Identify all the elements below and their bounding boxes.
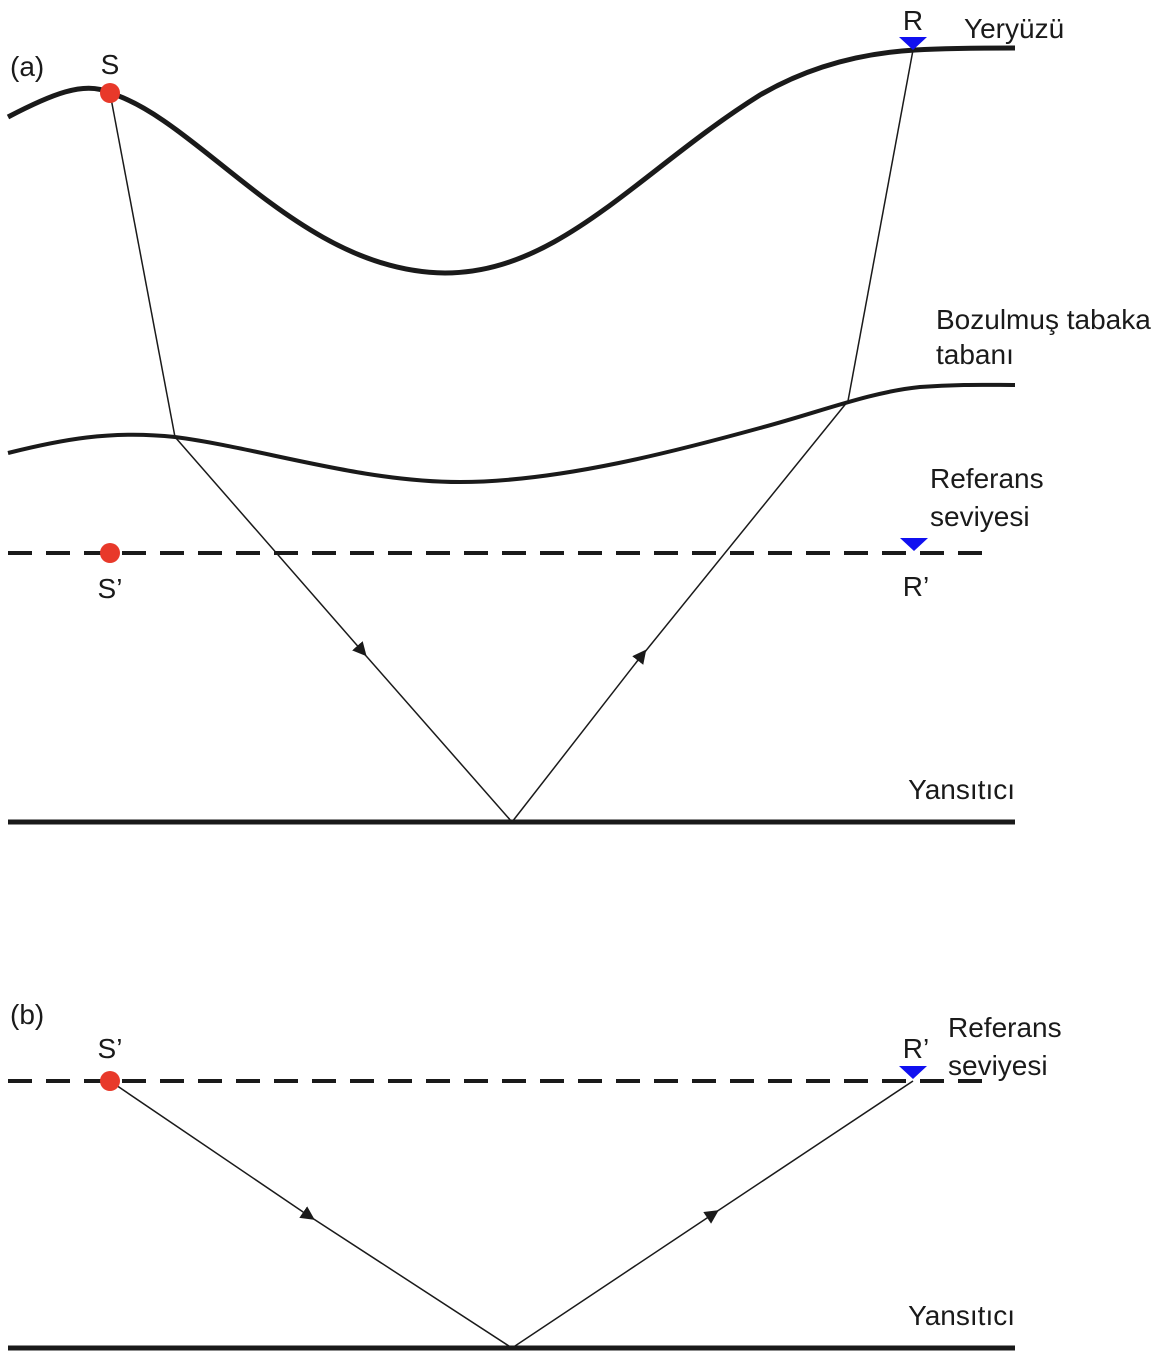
source-label-s: S <box>101 49 120 80</box>
ray-weathered-base-to-receiver <box>847 49 914 402</box>
datum-source-label: S’ <box>98 573 123 604</box>
source-marker-s <box>100 83 120 103</box>
panel-a: (a) S R Yeryüzü Bozulmuş tabaka tabanı R… <box>6 5 1151 825</box>
datum-receiver-marker <box>900 538 928 551</box>
weathered-layer-base-curve <box>7 382 1016 485</box>
ray-source-to-weathered-base <box>109 92 176 438</box>
reflector-label-a: Yansıtıcı <box>908 774 1015 805</box>
ray-upgoing-continuation <box>639 400 849 659</box>
weathered-base-label-line1: Bozulmuş tabaka <box>936 304 1151 335</box>
source-label-b: S’ <box>98 1033 123 1064</box>
ground-surface-curve <box>6 45 1016 276</box>
ray-b-downgoing <box>109 1080 315 1220</box>
ray-downgoing-continuation <box>359 648 513 823</box>
datum-label-line2: seviyesi <box>930 501 1030 532</box>
ray-downgoing-to-reflector <box>174 436 367 657</box>
weathered-base-label-line2: tabanı <box>936 339 1014 370</box>
receiver-label-r: R <box>903 5 923 36</box>
receiver-marker-r <box>899 37 927 50</box>
receiver-marker-b <box>899 1066 927 1079</box>
ray-b-upgoing <box>511 1210 719 1349</box>
datum-receiver-label: R’ <box>903 571 929 602</box>
panel-a-label: (a) <box>10 51 44 82</box>
ray-b-upgoing-continuation <box>709 1080 914 1217</box>
datum-label-line1: Referans <box>930 463 1044 494</box>
ground-surface-label: Yeryüzü <box>964 13 1064 44</box>
receiver-label-b: R’ <box>903 1033 929 1064</box>
datum-source-marker <box>100 543 120 563</box>
ray-upgoing-from-reflector <box>511 649 647 823</box>
panel-b-label: (b) <box>10 999 44 1030</box>
ray-b-downgoing-continuation <box>305 1213 513 1349</box>
panel-b: (b) S’ R’ Referans seviyesi Yansıtıcı <box>8 999 1062 1351</box>
datum-label-b-line1: Referans <box>948 1012 1062 1043</box>
source-marker-b <box>100 1071 120 1091</box>
reflector-label-b: Yansıtıcı <box>908 1300 1015 1331</box>
datum-label-b-line2: seviyesi <box>948 1050 1048 1081</box>
